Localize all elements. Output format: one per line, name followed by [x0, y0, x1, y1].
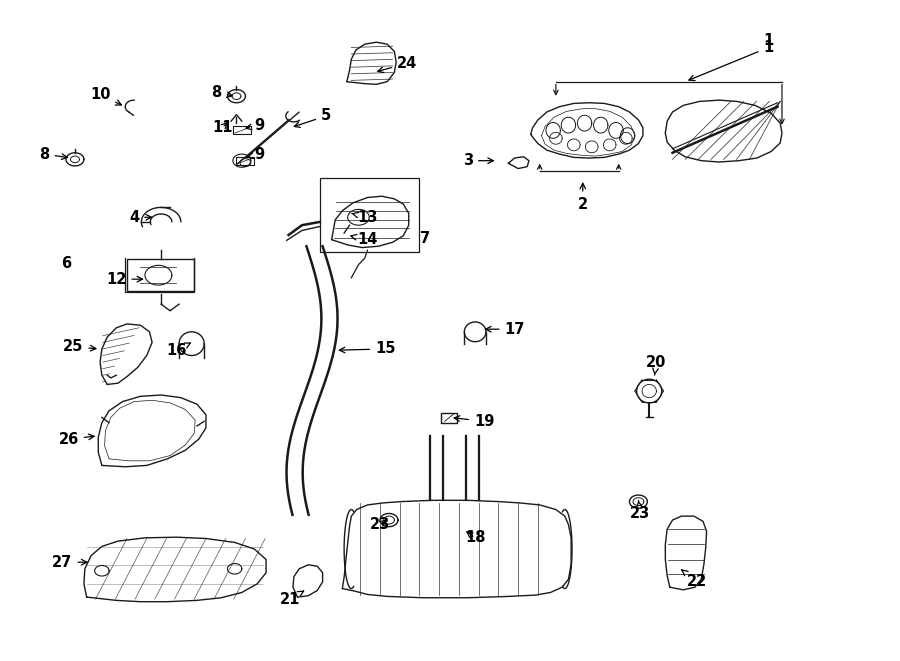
- Text: 20: 20: [646, 354, 667, 375]
- Text: 26: 26: [58, 432, 94, 447]
- Text: 4: 4: [129, 210, 151, 225]
- Text: 17: 17: [486, 322, 525, 336]
- Text: 18: 18: [465, 530, 485, 545]
- Text: 22: 22: [681, 570, 706, 590]
- Text: 19: 19: [454, 414, 494, 429]
- Text: 11: 11: [212, 120, 232, 136]
- Text: 7: 7: [419, 231, 430, 246]
- Text: 16: 16: [166, 343, 191, 358]
- Bar: [320, 178, 419, 252]
- Text: 3: 3: [463, 153, 493, 168]
- Text: 1: 1: [688, 40, 774, 81]
- Text: 23: 23: [370, 517, 390, 532]
- Text: 21: 21: [280, 591, 303, 607]
- Text: 9: 9: [248, 147, 265, 161]
- Text: 25: 25: [63, 340, 96, 354]
- Text: 5: 5: [294, 108, 331, 128]
- Text: 10: 10: [90, 87, 122, 105]
- Text: 8: 8: [212, 85, 232, 100]
- Text: 23: 23: [630, 500, 651, 521]
- Text: 13: 13: [352, 210, 378, 225]
- Text: 8: 8: [40, 147, 68, 161]
- Text: 12: 12: [106, 272, 142, 287]
- Text: 9: 9: [246, 118, 265, 133]
- Text: 2: 2: [578, 183, 588, 212]
- Text: 14: 14: [351, 232, 378, 247]
- Text: 15: 15: [339, 342, 396, 356]
- Text: 24: 24: [378, 56, 417, 73]
- Bar: [127, 259, 194, 291]
- Text: 1: 1: [763, 34, 774, 48]
- Text: 27: 27: [52, 555, 87, 570]
- Text: 6: 6: [61, 256, 71, 271]
